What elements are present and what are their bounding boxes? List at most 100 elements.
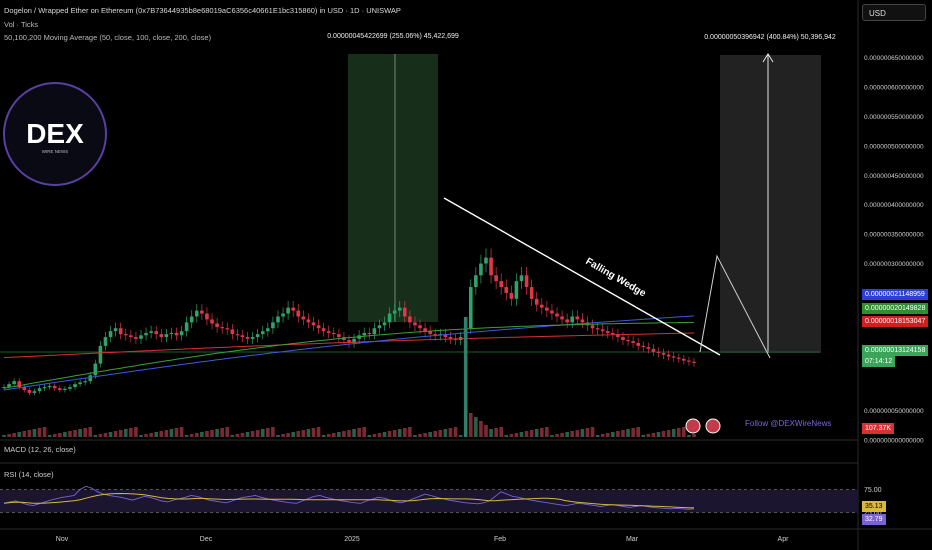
volume-bar xyxy=(174,428,179,437)
candle xyxy=(479,263,483,276)
candle xyxy=(418,325,422,329)
currency-button[interactable]: USD xyxy=(862,4,926,21)
follow-handle: Follow @DEXWireNews xyxy=(745,419,832,428)
candle xyxy=(387,313,392,323)
volume-bar xyxy=(646,434,651,437)
volume-bar xyxy=(73,430,77,437)
candle xyxy=(73,384,77,388)
candle xyxy=(129,335,133,338)
candle xyxy=(666,354,671,357)
volume-bar xyxy=(129,428,133,437)
volume-bar xyxy=(27,430,32,437)
volume-bar xyxy=(692,434,696,437)
volume-bar xyxy=(580,429,585,437)
volume-bar xyxy=(200,432,204,437)
volume-bar xyxy=(12,433,16,437)
volume-bar xyxy=(240,433,245,437)
volume-bar xyxy=(321,435,326,437)
moving-average-indicator-label[interactable]: 50,100,200 Moving Average (50, close, 10… xyxy=(4,33,212,42)
candle xyxy=(392,310,397,314)
candle xyxy=(550,310,554,314)
time-axis-tick: Feb xyxy=(494,536,506,543)
candle xyxy=(656,351,661,353)
rsi-ma-line xyxy=(3,492,695,509)
volume-bar xyxy=(479,421,483,437)
volume-bar xyxy=(326,434,331,437)
candle xyxy=(255,334,260,338)
volume-bar xyxy=(382,432,387,437)
candle xyxy=(403,307,407,317)
candle xyxy=(235,334,240,336)
volume-bar xyxy=(448,428,453,437)
volume-bar xyxy=(651,433,656,437)
candle xyxy=(352,338,356,343)
measure-label-right: 0.00000050396942 (400.84%) 50,396,942 xyxy=(704,34,836,41)
candle xyxy=(651,348,656,352)
candle xyxy=(545,307,549,311)
volume-bar xyxy=(123,429,128,437)
volume-bar xyxy=(585,428,590,437)
price-tag-last: 0.00000013124158 xyxy=(862,345,929,356)
volume-bar xyxy=(387,431,392,437)
price-axis-tick: 0.000000050000000 xyxy=(864,408,924,415)
rsi-label[interactable]: RSI (14, close) xyxy=(4,470,54,479)
candle xyxy=(590,325,595,329)
candle xyxy=(68,387,72,389)
us-flag-icon xyxy=(705,418,721,434)
volume-bar xyxy=(499,427,504,437)
volume-bar xyxy=(423,433,427,437)
volume-bar xyxy=(555,434,559,437)
candle xyxy=(189,316,194,323)
volume-bar xyxy=(392,430,397,437)
volume-bar xyxy=(306,429,311,437)
volume-bar xyxy=(184,435,189,437)
candle xyxy=(626,340,630,342)
candle xyxy=(17,381,22,388)
candle xyxy=(93,363,98,376)
volume-bar xyxy=(164,430,169,437)
volume-bar xyxy=(255,430,260,437)
volume-bar xyxy=(494,428,498,437)
candle xyxy=(600,329,605,332)
volume-bar xyxy=(474,417,478,437)
volume-bar xyxy=(220,428,224,437)
candle xyxy=(78,382,82,385)
volume-bar xyxy=(189,434,194,437)
candle xyxy=(499,281,504,288)
candle xyxy=(245,337,250,339)
logo-text: DEX xyxy=(26,118,84,149)
candle xyxy=(306,319,311,323)
volume-bar xyxy=(682,427,686,437)
volume-bar xyxy=(93,435,98,437)
candle xyxy=(448,337,453,339)
volume-indicator-label[interactable]: Vol · Ticks xyxy=(4,20,39,29)
candle xyxy=(103,337,108,346)
candle xyxy=(281,313,285,317)
candle xyxy=(286,307,290,314)
volume-bar xyxy=(377,433,382,437)
candle xyxy=(215,323,219,328)
volume-bar xyxy=(550,435,554,437)
volume-bar xyxy=(98,434,103,437)
candle xyxy=(123,334,128,336)
candle xyxy=(179,331,184,336)
candle xyxy=(682,358,686,361)
price-axis-tick: 0.000000000000000 xyxy=(864,438,924,445)
volume-bar xyxy=(661,431,666,437)
volume-bar xyxy=(271,427,275,437)
volume-bar xyxy=(32,429,37,437)
macd-label[interactable]: MACD (12, 26, close) xyxy=(4,445,76,454)
candle xyxy=(646,347,651,349)
candle xyxy=(42,387,47,389)
candle xyxy=(397,307,402,311)
volume-bar xyxy=(266,428,270,437)
candle xyxy=(560,316,564,320)
volume-bar xyxy=(235,434,240,437)
candle xyxy=(134,337,138,339)
candle xyxy=(266,328,270,332)
price-axis-tick: 0.000000300000000 xyxy=(864,261,924,268)
candle xyxy=(220,327,224,329)
volume-bar xyxy=(671,429,676,437)
candle xyxy=(83,381,87,383)
